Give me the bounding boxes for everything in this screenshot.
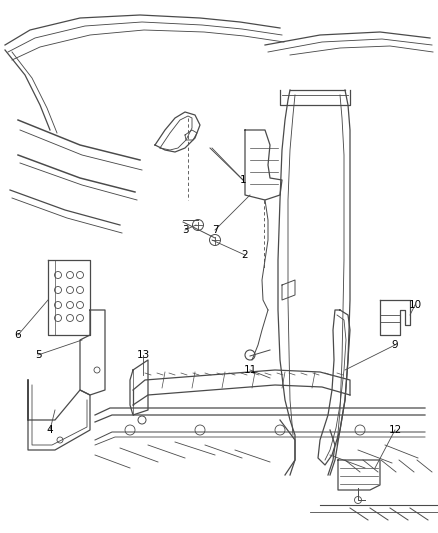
Text: 1: 1 <box>240 175 246 185</box>
Text: 6: 6 <box>15 330 21 340</box>
Text: 10: 10 <box>409 300 421 310</box>
Text: 12: 12 <box>389 425 402 435</box>
Text: 9: 9 <box>392 340 398 350</box>
Text: 4: 4 <box>47 425 53 435</box>
Text: 7: 7 <box>212 225 218 235</box>
Text: 11: 11 <box>244 365 257 375</box>
Text: 2: 2 <box>242 250 248 260</box>
Text: 3: 3 <box>182 225 188 235</box>
Text: 5: 5 <box>35 350 41 360</box>
Text: 13: 13 <box>136 350 150 360</box>
